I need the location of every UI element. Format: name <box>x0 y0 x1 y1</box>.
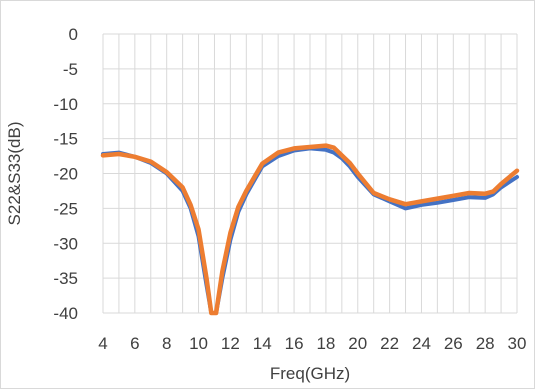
series-line-orange <box>100 143 520 316</box>
y-tick-label: -20 <box>53 165 78 184</box>
y-tick-label: -5 <box>63 60 78 79</box>
x-tick-label: 12 <box>221 334 240 353</box>
x-tick-label: 28 <box>476 334 495 353</box>
y-tick-label: -35 <box>53 269 78 288</box>
x-axis-title: Freq(GHz) <box>270 364 350 383</box>
y-tick-label: -10 <box>53 95 78 114</box>
x-tick-label: 10 <box>189 334 208 353</box>
y-tick-label: -15 <box>53 130 78 149</box>
x-axis-tick-labels: 4 6 8 10 12 14 16 18 20 22 24 26 28 30 <box>98 334 526 353</box>
x-tick-label: 14 <box>253 334 272 353</box>
x-tick-label: 8 <box>162 334 171 353</box>
x-tick-label: 26 <box>444 334 463 353</box>
x-tick-label: 16 <box>285 334 304 353</box>
x-tick-label: 20 <box>348 334 367 353</box>
y-tick-label: -40 <box>53 304 78 323</box>
y-tick-label: -30 <box>53 234 78 253</box>
y-tick-label: -25 <box>53 199 78 218</box>
x-tick-label: 22 <box>380 334 399 353</box>
x-tick-label: 4 <box>98 334 107 353</box>
x-tick-label: 18 <box>316 334 335 353</box>
series-lines <box>100 143 520 316</box>
y-axis-tick-labels: 0 -5 -10 -15 -20 -25 -30 -35 -40 <box>53 25 78 323</box>
gridlines <box>102 33 518 314</box>
x-tick-label: 6 <box>130 334 139 353</box>
x-tick-label: 30 <box>508 334 527 353</box>
y-axis-title: S22&S33(dB) <box>5 122 24 226</box>
x-tick-label: 24 <box>412 334 431 353</box>
y-tick-label: 0 <box>69 25 78 44</box>
